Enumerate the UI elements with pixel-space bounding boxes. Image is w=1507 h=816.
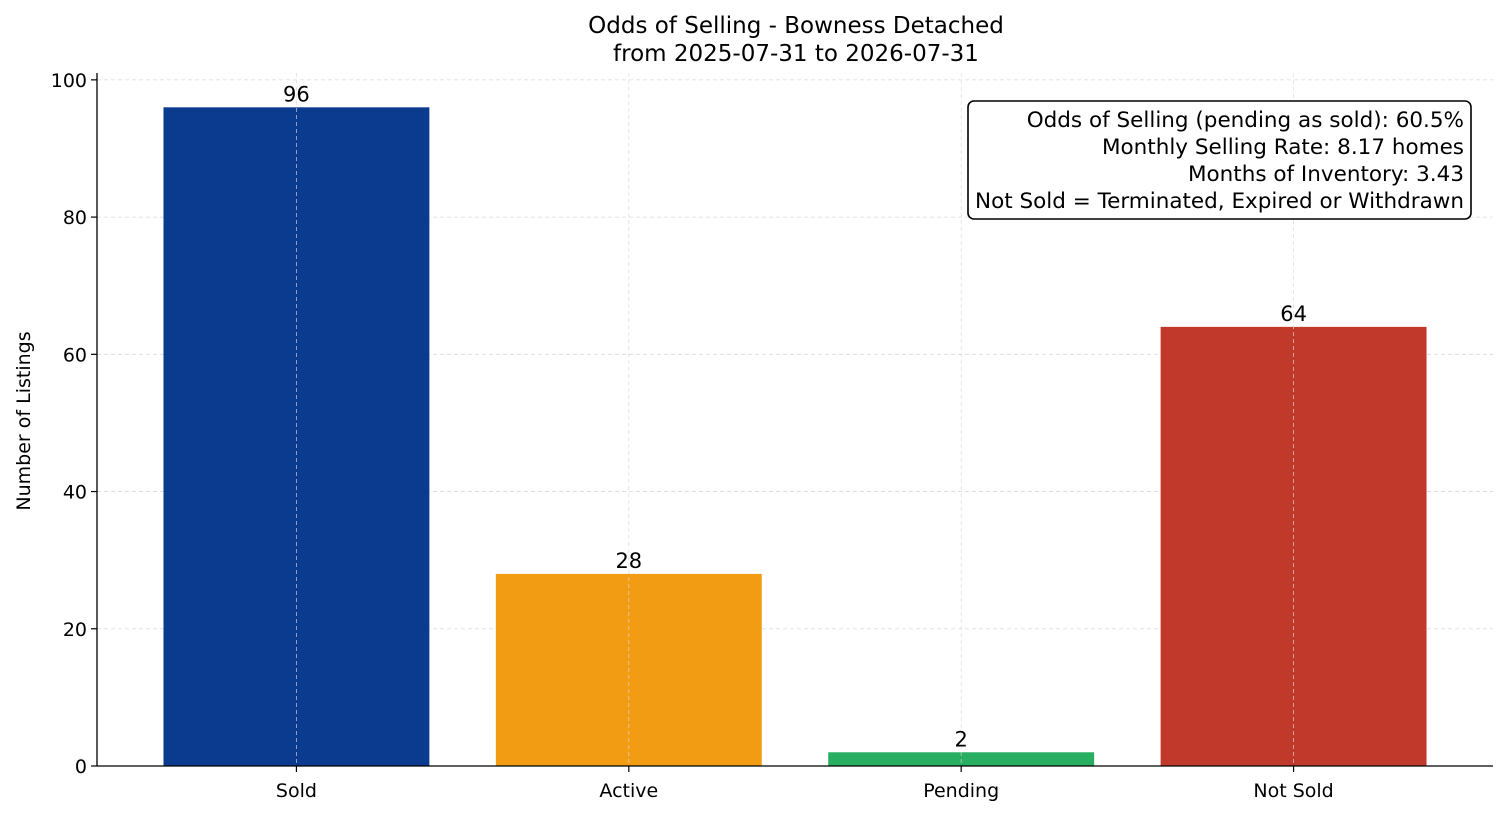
stats-line: Not Sold = Terminated, Expired or Withdr… [975, 189, 1464, 214]
axes-layer [91, 73, 1493, 772]
stats-box-frame [967, 100, 1472, 220]
stats-box: Odds of Selling (pending as sold): 60.5%… [967, 100, 1472, 220]
labels-layer: 0 20 40 60 80 100 Sold 96 Active 28 Pending 2 Not So… [51, 70, 1334, 802]
y-tick-label: 100 [51, 70, 87, 92]
stats-line: Odds of Selling (pending as sold): 60.5% [1027, 108, 1464, 133]
bar-value-label: 64 [1280, 302, 1307, 326]
x-tick-label: Active [599, 780, 658, 802]
x-tick-label: Sold [276, 780, 317, 802]
chart-subtitle: from 2025-07-31 to 2026-07-31 [613, 41, 979, 67]
y-axis-label: Number of Listings [13, 331, 35, 510]
y-tick-label: 20 [63, 619, 87, 641]
y-tick-label: 0 [75, 756, 87, 778]
stats-line: Months of Inventory: 3.43 [1188, 162, 1464, 187]
bar-value-label: 96 [283, 82, 310, 106]
y-tick-label: 80 [63, 207, 87, 229]
bar-not-sold [1160, 326, 1427, 766]
bar-value-label: 28 [615, 549, 642, 573]
chart-title: Odds of Selling - Bowness Detached [588, 13, 1004, 39]
x-tick-label: Pending [923, 780, 999, 802]
stats-line: Monthly Selling Rate: 8.17 homes [1102, 135, 1464, 160]
bar-value-label: 2 [955, 727, 968, 751]
y-tick-label: 40 [63, 482, 87, 504]
x-tick-label: Not Sold [1253, 780, 1333, 802]
y-tick-label: 60 [63, 344, 87, 366]
